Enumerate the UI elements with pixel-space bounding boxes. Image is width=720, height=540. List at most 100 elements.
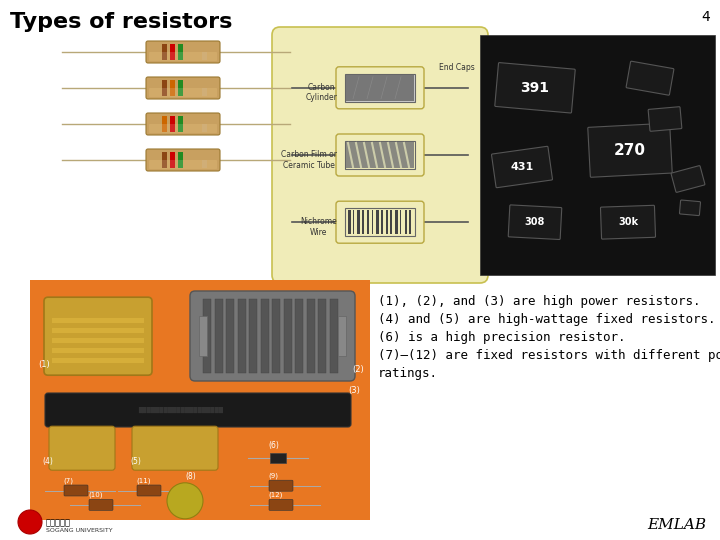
Bar [238, 299, 246, 373]
Bar [170, 116, 175, 132]
Bar [162, 160, 167, 168]
Text: 4: 4 [701, 10, 710, 24]
Text: Carbon Film or
Ceramic Tube: Carbon Film or Ceramic Tube [281, 150, 337, 170]
Text: (9): (9) [268, 472, 278, 479]
FancyBboxPatch shape [146, 41, 220, 63]
FancyBboxPatch shape [149, 124, 217, 133]
Bar [390, 210, 392, 234]
Text: 431: 431 [510, 162, 534, 172]
Bar [202, 160, 207, 168]
Text: (11): (11) [136, 477, 150, 484]
Bar [170, 152, 175, 168]
FancyBboxPatch shape [45, 393, 351, 427]
Bar [162, 152, 167, 168]
Bar [170, 88, 175, 96]
Text: (10): (10) [88, 492, 102, 498]
Bar [307, 299, 315, 373]
Bar [178, 124, 183, 132]
Text: (1), (2), and (3) are high power resistors.: (1), (2), and (3) are high power resisto… [378, 295, 701, 308]
Text: (5): (5) [130, 457, 141, 466]
Bar [215, 299, 222, 373]
Bar [170, 124, 175, 132]
FancyBboxPatch shape [336, 201, 424, 243]
Bar [270, 453, 286, 463]
Bar [178, 88, 183, 96]
Bar [178, 52, 183, 60]
Bar [162, 116, 167, 132]
Bar [178, 116, 183, 132]
Text: (6): (6) [268, 441, 279, 450]
Text: (12): (12) [268, 492, 282, 498]
Bar [330, 299, 338, 373]
Bar [261, 299, 269, 373]
Bar [272, 299, 280, 373]
Bar [170, 80, 175, 96]
Text: (7): (7) [63, 477, 73, 484]
Bar [409, 210, 411, 234]
Bar [52, 318, 144, 323]
FancyBboxPatch shape [495, 63, 575, 113]
Circle shape [18, 510, 42, 534]
FancyBboxPatch shape [137, 485, 161, 496]
Bar [226, 299, 234, 373]
Bar [345, 141, 415, 169]
Text: 270: 270 [614, 143, 646, 158]
Bar [178, 44, 183, 60]
Text: (7)–(12) are fixed resistors with different power: (7)–(12) are fixed resistors with differ… [378, 349, 720, 362]
Bar [357, 210, 360, 234]
FancyBboxPatch shape [272, 27, 488, 283]
Text: ████████████████████: ████████████████████ [138, 407, 223, 413]
FancyBboxPatch shape [64, 485, 88, 496]
Bar [202, 88, 207, 96]
Text: SOGANG UNIVERSITY: SOGANG UNIVERSITY [46, 528, 112, 533]
FancyBboxPatch shape [492, 146, 552, 188]
Bar [381, 210, 382, 234]
FancyBboxPatch shape [149, 52, 217, 61]
Bar [345, 208, 415, 236]
Bar [162, 52, 167, 60]
Bar [162, 88, 167, 96]
FancyBboxPatch shape [146, 149, 220, 171]
Bar [178, 160, 183, 168]
Bar [52, 348, 144, 353]
Bar [318, 299, 326, 373]
Bar [386, 210, 388, 234]
Text: Carbon
Cylinder: Carbon Cylinder [305, 83, 337, 103]
Bar [52, 328, 144, 333]
FancyBboxPatch shape [269, 500, 293, 510]
Bar [395, 210, 397, 234]
Bar [346, 142, 414, 168]
FancyBboxPatch shape [146, 77, 220, 99]
FancyBboxPatch shape [89, 500, 113, 510]
Circle shape [167, 483, 203, 519]
Bar [203, 299, 211, 373]
Bar [30, 280, 370, 520]
Bar [338, 316, 346, 356]
Text: (8): (8) [185, 472, 196, 481]
Bar [162, 124, 167, 132]
FancyBboxPatch shape [146, 113, 220, 135]
Text: 308: 308 [525, 217, 545, 227]
Bar [178, 80, 183, 96]
Bar [480, 35, 715, 275]
Bar [202, 116, 207, 132]
Bar [353, 210, 354, 234]
FancyBboxPatch shape [648, 107, 682, 131]
Bar [400, 210, 401, 234]
Bar [202, 152, 207, 168]
Text: (1): (1) [38, 360, 50, 369]
Text: (3): (3) [348, 386, 360, 395]
FancyBboxPatch shape [44, 297, 152, 375]
Bar [162, 80, 167, 96]
FancyBboxPatch shape [588, 123, 672, 177]
Bar [52, 338, 144, 343]
Text: 서강대학교: 서강대학교 [46, 518, 71, 527]
Text: Types of resistors: Types of resistors [10, 12, 233, 32]
Text: (6) is a high precision resistor.: (6) is a high precision resistor. [378, 331, 626, 344]
Bar [202, 52, 207, 60]
Bar [367, 210, 369, 234]
Bar [52, 358, 144, 363]
Bar [170, 52, 175, 60]
Bar [170, 44, 175, 60]
Text: (2): (2) [352, 365, 364, 374]
